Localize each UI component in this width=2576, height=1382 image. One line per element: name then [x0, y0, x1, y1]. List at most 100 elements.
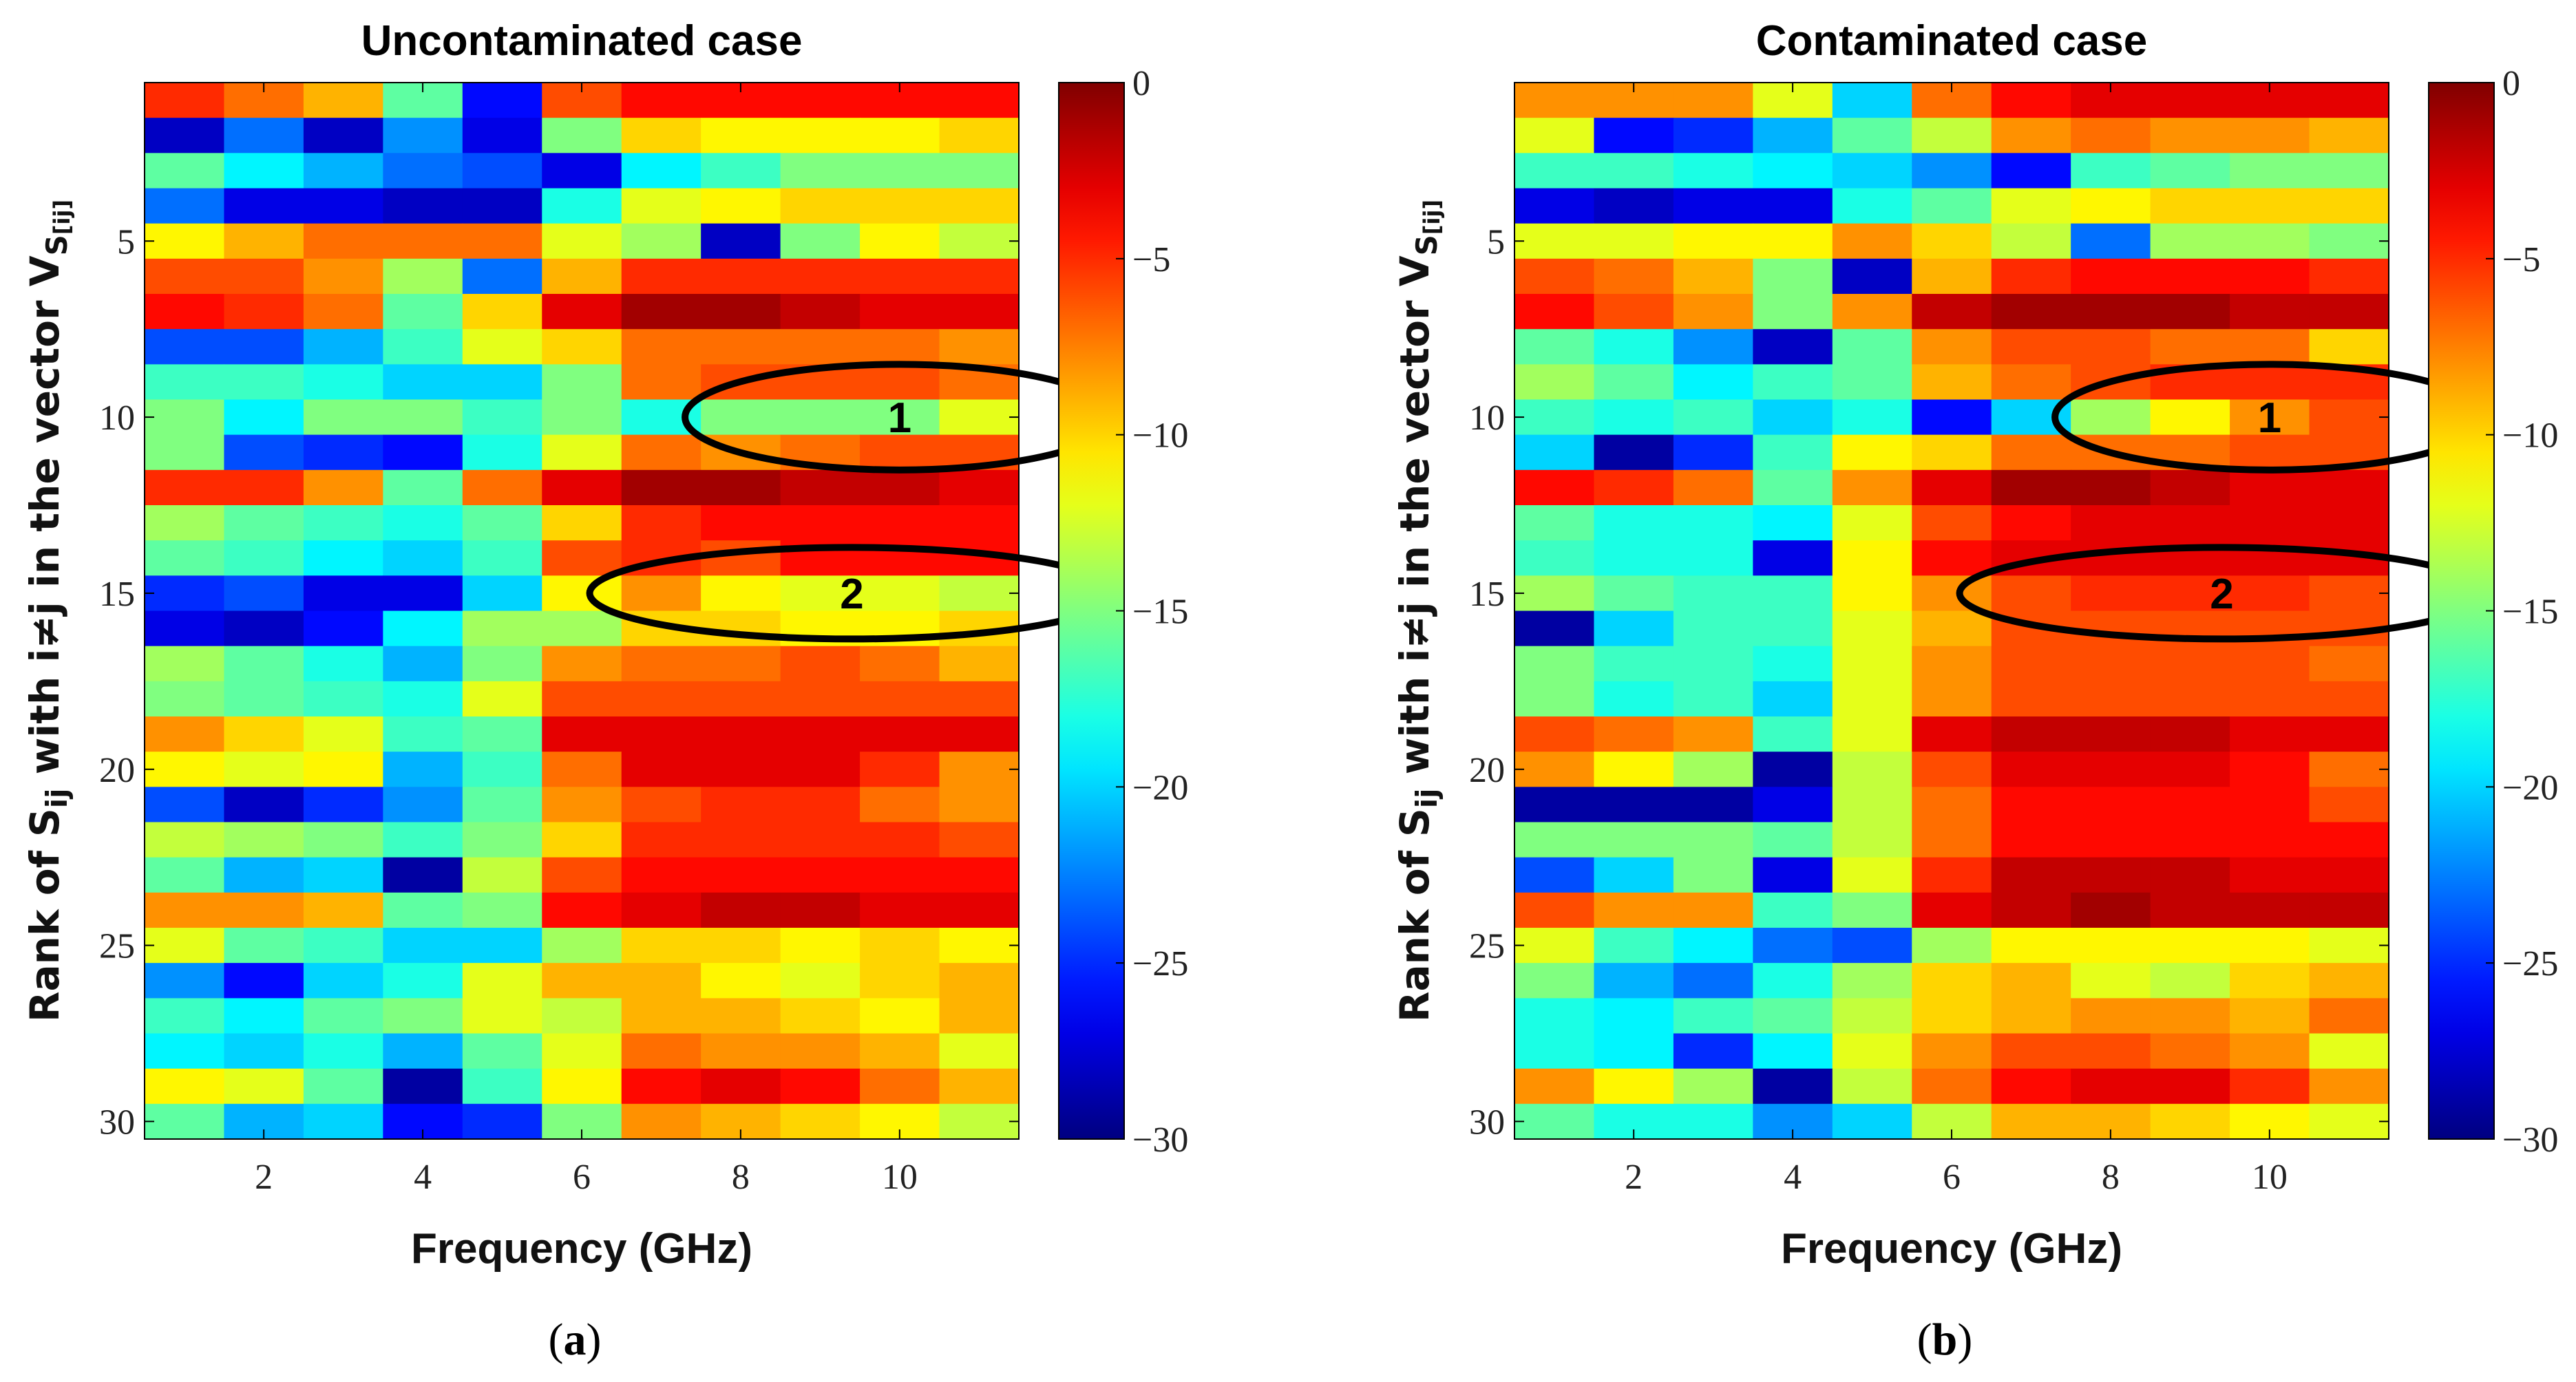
- heatmap-cell: [1991, 857, 2071, 893]
- heatmap-cell: [224, 787, 304, 823]
- heatmap-cell: [1991, 329, 2071, 365]
- heatmap-cell: [1991, 998, 2071, 1034]
- heatmap-cell: [621, 1033, 701, 1070]
- heatmap-cell: [1753, 469, 1833, 506]
- heatmap-cell: [224, 998, 304, 1034]
- heatmap-cell: [621, 822, 701, 858]
- heatmap-cell: [780, 1103, 861, 1140]
- heatmap-cell: [780, 716, 861, 752]
- heatmap-cell: [701, 329, 781, 365]
- heatmap-cell: [780, 153, 861, 189]
- heatmap-cell: [2071, 787, 2151, 823]
- heatmap-cell: [1514, 505, 1595, 541]
- heatmap-cell: [1673, 294, 1753, 330]
- heatmap-cell: [621, 928, 701, 964]
- heatmap-cell: [701, 1033, 781, 1070]
- heatmap-cell: [145, 998, 225, 1034]
- heatmap-cell: [2309, 646, 2389, 682]
- heatmap-cell: [145, 716, 225, 752]
- heatmap-cell: [2071, 575, 2151, 612]
- heatmap-cell: [2230, 681, 2310, 717]
- heatmap-cell: [2309, 857, 2389, 893]
- heatmap-cell: [303, 752, 383, 787]
- heatmap-cell: [462, 434, 542, 471]
- heatmap-cell: [780, 857, 861, 893]
- heatmap-cell: [2230, 998, 2310, 1034]
- heatmap-cell: [1514, 928, 1595, 964]
- y-tick-label: 10: [99, 398, 135, 438]
- heatmap-cell: [1912, 892, 1992, 928]
- heatmap-cell: [2071, 857, 2151, 893]
- y-tick-label: 25: [1469, 927, 1505, 966]
- heatmap-cell: [621, 505, 701, 541]
- heatmap-cell: [1673, 329, 1753, 365]
- heatmap-cell: [2309, 681, 2389, 717]
- heatmap-cell: [1594, 223, 1674, 259]
- heatmap-cell: [2230, 892, 2310, 928]
- heatmap-cell: [1832, 258, 1912, 295]
- heatmap-cell: [1753, 892, 1833, 928]
- x-tick-label: 10: [882, 1158, 918, 1197]
- heatmap-cell: [1991, 294, 2071, 330]
- heatmap-cell: [1594, 1033, 1674, 1070]
- heatmap-cell: [1832, 646, 1912, 682]
- heatmap-cell: [1912, 610, 1992, 647]
- heatmap-cell: [224, 153, 304, 189]
- heatmap-cell: [2230, 329, 2310, 365]
- heatmap-cell: [1912, 329, 1992, 365]
- heatmap-cell: [860, 399, 940, 436]
- heatmap-cell: [2150, 469, 2230, 506]
- heatmap-cell: [1594, 118, 1674, 153]
- x-tick-label: 8: [732, 1158, 750, 1197]
- heatmap-cell: [701, 118, 781, 153]
- heatmap-cell: [1832, 928, 1912, 964]
- heatmap-cell: [2071, 716, 2151, 752]
- heatmap-cell: [860, 434, 940, 471]
- y-tick-label: 20: [99, 751, 135, 790]
- heatmap-cell: [860, 892, 940, 928]
- heatmap-cell: [2230, 258, 2310, 295]
- heatmap-cell: [1832, 752, 1912, 787]
- heatmap-cell: [1991, 892, 2071, 928]
- heatmap-cell: [1832, 329, 1912, 365]
- heatmap-cell: [2309, 83, 2389, 118]
- heatmap-cell: [1753, 646, 1833, 682]
- heatmap-cell: [1912, 575, 1992, 612]
- heatmap-cell: [621, 118, 701, 153]
- heatmap-cell: [939, 822, 1020, 858]
- heatmap-cell: [860, 646, 940, 682]
- heatmap-cell: [383, 892, 463, 928]
- heatmap-cell: [145, 681, 225, 717]
- heatmap-cell: [2309, 294, 2389, 330]
- heatmap-cell: [383, 1033, 463, 1070]
- x-tick-label: 8: [2102, 1158, 2120, 1197]
- heatmap-cell: [1832, 540, 1912, 576]
- colorbar-tick-label: −5: [2502, 240, 2540, 279]
- x-axis-label: Frequency (GHz): [411, 1225, 752, 1273]
- heatmap-cell: [1753, 434, 1833, 471]
- heatmap-cell: [383, 716, 463, 752]
- heatmap-cell: [303, 399, 383, 436]
- heatmap-cell: [1991, 153, 2071, 189]
- heatmap-cell: [1991, 469, 2071, 506]
- heatmap-cell: [860, 188, 940, 224]
- heatmap-cell: [2150, 188, 2230, 224]
- heatmap-cell: [462, 469, 542, 506]
- heatmap-cell: [2071, 223, 2151, 259]
- heatmap-cell: [1991, 575, 2071, 612]
- heatmap-cell: [1594, 329, 1674, 365]
- colorbar-tick-label: 0: [2502, 64, 2520, 103]
- heatmap-cell: [2230, 505, 2310, 541]
- heatmap-cell: [621, 646, 701, 682]
- heatmap-cell: [2309, 822, 2389, 858]
- heatmap-cell: [1912, 752, 1992, 787]
- heatmap-cell: [145, 963, 225, 999]
- heatmap-cell: [145, 1103, 225, 1140]
- heatmap-cell: [939, 188, 1020, 224]
- heatmap-cell: [1912, 399, 1992, 436]
- heatmap-cell: [383, 646, 463, 682]
- heatmap-cell: [1753, 118, 1833, 153]
- heatmap-cell: [145, 857, 225, 893]
- heatmap-cell: [145, 822, 225, 858]
- heatmap-cell: [383, 540, 463, 576]
